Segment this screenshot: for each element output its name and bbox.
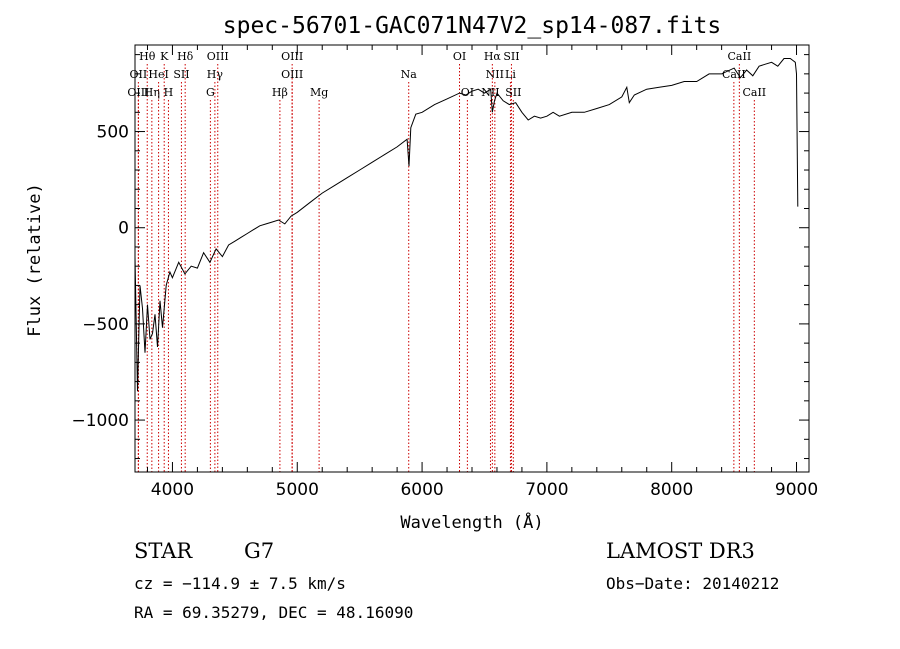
spectral-line-label: SII — [173, 68, 189, 81]
spectral-line-label: OIII — [281, 50, 303, 63]
spectral-line-label: OI — [453, 50, 466, 63]
y-tick-label: −500 — [82, 315, 129, 335]
spectral-line-label: Na — [401, 68, 418, 81]
spectral-line-label: CaII — [722, 68, 746, 81]
x-tick-label: 6000 — [400, 480, 443, 500]
spectral-line-label: Hβ — [272, 86, 288, 99]
spectral-line-label: Hγ — [207, 68, 224, 81]
spectral-line-label: CaII — [742, 86, 766, 99]
y-tick-label: 500 — [97, 123, 129, 143]
spectral-line-label: Hδ — [177, 50, 194, 63]
survey-name: LAMOST DR3 — [606, 539, 755, 563]
spectral-line-label: K — [160, 50, 169, 63]
y-tick-label: 0 — [118, 219, 129, 239]
spectrum-series-line — [134, 58, 799, 392]
spectral-line-label: SII — [505, 86, 521, 99]
spectral-line-label: Mg — [310, 86, 328, 99]
spectral-line-label: G — [206, 86, 215, 99]
obs-date: Obs−Date: 20140212 — [606, 574, 780, 593]
spectral-line-label: CaII — [728, 50, 752, 63]
spectral-line-label: OII — [130, 68, 148, 81]
spectral-line-label: HeI — [148, 68, 168, 81]
spectral-line-label: OIII — [207, 50, 229, 63]
spectral-line-label: OIII — [127, 86, 149, 99]
chart-title: spec-56701-GAC071N47V2_sp14-087.fits — [223, 13, 722, 39]
x-axis-label: Wavelength (Å) — [400, 511, 543, 533]
x-tick-label: 8000 — [650, 480, 693, 500]
series-layer — [134, 58, 799, 392]
x-tick-label: 9000 — [775, 480, 818, 500]
spectral-line-label: H — [164, 86, 174, 99]
x-tick-label: 4000 — [151, 480, 194, 500]
y-axis-label: Flux (relative) — [25, 183, 45, 337]
spectral-line-label: SII — [503, 50, 519, 63]
x-tick-label: 7000 — [525, 480, 568, 500]
spectral-line-label: Hθ — [139, 50, 156, 63]
spectral-line-label: OIII — [281, 68, 303, 81]
plot-frame — [134, 44, 810, 473]
spectral-line-label: Hη — [144, 86, 160, 99]
coordinates-readout: RA = 69.35279, DEC = 48.16090 — [134, 603, 414, 622]
object-type: STAR — [134, 539, 193, 563]
spectral-line-label: OI — [461, 86, 474, 99]
spectral-subclass: G7 — [244, 539, 275, 563]
redshift-readout: cz = −114.9 ± 7.5 km/s — [134, 574, 346, 593]
axis-ticks: 4000 5000 6000 7000 8000 9000 −1000 −500 0 500 — [71, 45, 818, 500]
spectral-line-label: Hα — [484, 50, 502, 63]
spectral-line-label: NII — [486, 68, 504, 81]
y-tick-label: −1000 — [71, 411, 129, 431]
x-tick-label: 5000 — [276, 480, 319, 500]
spectral-line-label: Li — [505, 68, 516, 81]
